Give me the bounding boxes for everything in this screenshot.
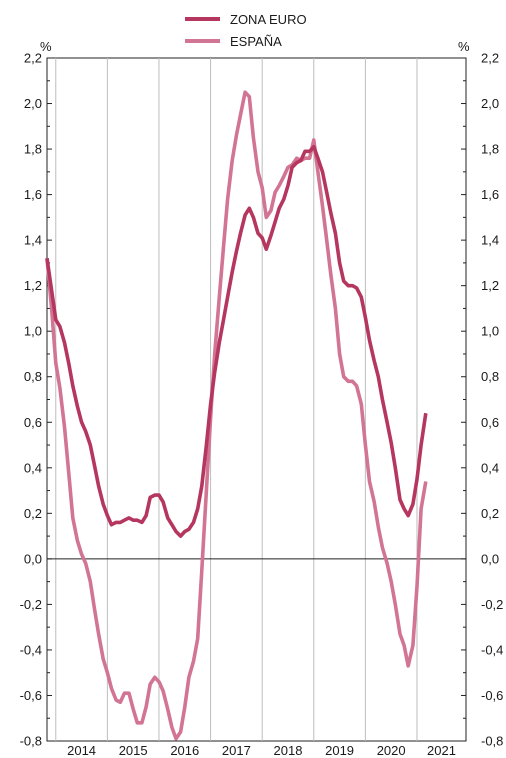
axis-ticks bbox=[47, 57, 466, 742]
y-tick-label-right: 0,8 bbox=[481, 369, 499, 384]
y-tick-label-right: 1,8 bbox=[481, 142, 499, 157]
x-tick-label: 2018 bbox=[274, 743, 303, 758]
y-tick-label-left: -0,6 bbox=[20, 688, 42, 703]
x-tick-label: 2019 bbox=[325, 743, 354, 758]
y-tick-label-right: 1,4 bbox=[481, 233, 499, 248]
y-tick-label-right: 1,2 bbox=[481, 278, 499, 293]
x-tick-label: 2020 bbox=[377, 743, 406, 758]
y-tick-label-right: -0,8 bbox=[481, 734, 503, 749]
x-tick-label: 2015 bbox=[119, 743, 148, 758]
y-tick-label-left: 0,8 bbox=[24, 369, 42, 384]
y-tick-label-left: 0,2 bbox=[24, 506, 42, 521]
y-tick-label-right: 0,4 bbox=[481, 460, 499, 475]
y-tick-label-right: 2,0 bbox=[481, 96, 499, 111]
y-tick-label-left: -0,4 bbox=[20, 642, 42, 657]
y-unit-left: % bbox=[40, 39, 52, 54]
y-tick-label-left: -0,8 bbox=[20, 734, 42, 749]
y-tick-label-left: 1,4 bbox=[24, 233, 42, 248]
y-tick-label-left: 2,0 bbox=[24, 96, 42, 111]
y-tick-label-right: -0,6 bbox=[481, 688, 503, 703]
series-lines bbox=[45, 90, 428, 741]
x-tick-label: 2017 bbox=[222, 743, 251, 758]
y-tick-label-left: 1,8 bbox=[24, 142, 42, 157]
y-unit-right: % bbox=[458, 39, 470, 54]
y-tick-label-left: 0,6 bbox=[24, 415, 42, 430]
y-tick-label-left: 0,0 bbox=[24, 551, 42, 566]
y-tick-label-right: 0,2 bbox=[481, 506, 499, 521]
x-tick-label: 2016 bbox=[170, 743, 199, 758]
y-tick-label-left: -0,2 bbox=[20, 597, 42, 612]
legend-label-zona-euro: ZONA EURO bbox=[230, 12, 307, 27]
year-gridlines bbox=[47, 58, 466, 741]
y-tick-label-right: -0,4 bbox=[481, 642, 503, 657]
y-tick-label-left: 1,2 bbox=[24, 278, 42, 293]
y-tick-label-left: 2,2 bbox=[24, 51, 42, 66]
y-axis-right-labels: 2,2 2,0 1,8 1,6 1,4 1,2 1,0 0,8 0,6 0,4 0,2 0,0 -0,2… bbox=[481, 51, 503, 749]
y-tick-label-right: 1,6 bbox=[481, 187, 499, 202]
y-tick-label-right: 0,0 bbox=[481, 551, 499, 566]
series-line-espana bbox=[45, 90, 428, 741]
series-line-zona-euro bbox=[45, 145, 428, 538]
y-axis-left-labels: 2,2 2,0 1,8 1,6 1,4 1,2 1,0 0,8 0,6 0,4 0,2 0,0 -0,2… bbox=[20, 51, 42, 749]
y-tick-label-right: 2,2 bbox=[481, 51, 499, 66]
x-tick-label: 2014 bbox=[67, 743, 96, 758]
y-tick-label-left: 0,4 bbox=[24, 460, 42, 475]
legend-label-espana: ESPAÑA bbox=[230, 34, 282, 49]
y-tick-label-left: 1,6 bbox=[24, 187, 42, 202]
y-tick-label-left: 1,0 bbox=[24, 324, 42, 339]
y-tick-label-right: 0,6 bbox=[481, 415, 499, 430]
y-tick-label-right: -0,2 bbox=[481, 597, 503, 612]
x-axis-labels: 2014 2015 2016 2017 2018 2019 2020 2021 bbox=[67, 743, 456, 758]
y-tick-label-right: 1,0 bbox=[481, 324, 499, 339]
x-tick-label: 2021 bbox=[427, 743, 456, 758]
legend: ZONA EURO ESPAÑA bbox=[185, 12, 307, 49]
